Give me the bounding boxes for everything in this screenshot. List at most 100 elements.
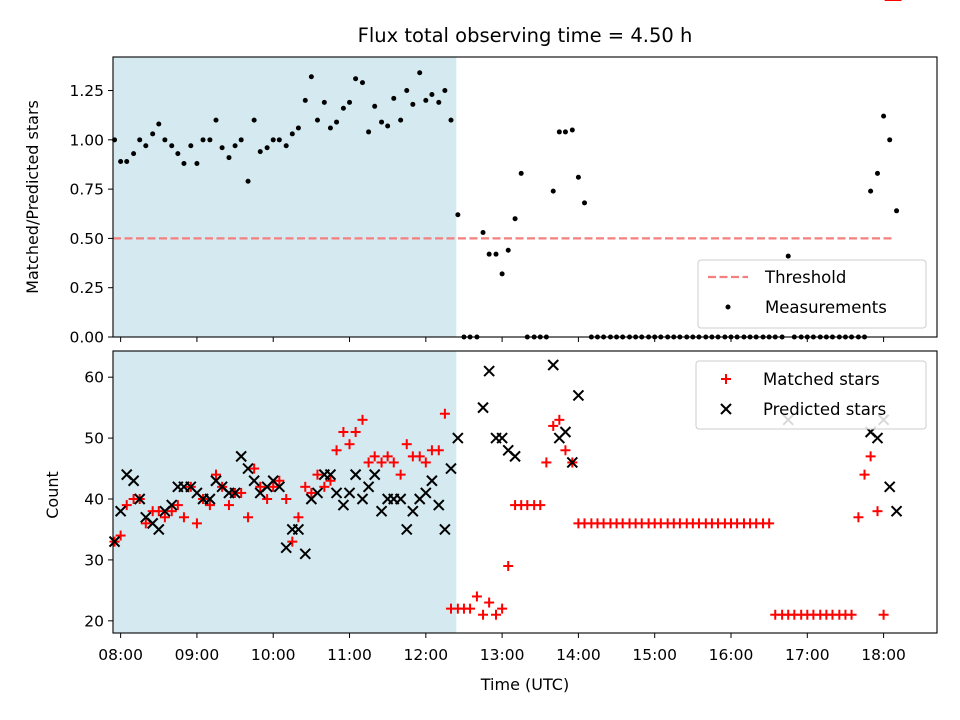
measurement-point: [480, 229, 486, 235]
matched-star-point: [369, 451, 380, 462]
matched-star-point: [249, 463, 260, 474]
predicted-star-point: [871, 432, 884, 444]
legend-predicted-label: Predicted stars: [763, 400, 886, 419]
matched-star-point: [846, 609, 857, 620]
measurement-point: [131, 151, 137, 157]
top-y-ticks: 0.00 0.25 0.50 0.75 1.00 1.25: [69, 82, 113, 347]
measurement-point: [499, 271, 505, 277]
matched-star-point: [541, 457, 552, 468]
matched-star-point: [331, 445, 342, 456]
measurement-point: [575, 174, 581, 180]
predicted-star-point: [547, 359, 559, 371]
x-tick-label: 17:00: [785, 646, 830, 664]
measurement-point: [436, 99, 442, 105]
bottom-panel: 20 30 40 50 60 08:00 09:00 10:00 11:00 12:00 13:0…: [43, 0, 938, 694]
matched-stars-points: [109, 0, 902, 620]
matched-star-point: [281, 494, 292, 505]
matched-star-point: [306, 487, 317, 498]
matched-star-point: [115, 530, 126, 541]
x-tick-label: 09:00: [175, 646, 220, 664]
measurement-point: [894, 208, 900, 214]
measurement-point: [169, 143, 175, 149]
measurement-point: [785, 253, 791, 259]
matched-star-point: [503, 561, 514, 572]
bottom-y-ticks: 20 30 40 50 60: [84, 369, 113, 630]
top-panel: 0.00 0.25 0.50 0.75 1.00 1.25 Matched/Predict…: [23, 56, 938, 347]
predicted-star-point: [311, 487, 324, 499]
predicted-star-point: [566, 456, 579, 469]
predicted-star-point: [153, 523, 165, 536]
matched-star-point: [420, 457, 431, 468]
matched-star-point: [223, 500, 234, 511]
legend-plus-marker: [721, 374, 731, 384]
predicted-star-point: [229, 487, 241, 499]
predicted-star-point: [890, 505, 903, 517]
measurement-point: [162, 137, 168, 143]
bottom-legend: Matched stars Predicted stars: [695, 360, 927, 430]
matched-star-point: [153, 506, 164, 517]
matched-star-point: [878, 609, 889, 620]
measurement-point: [582, 200, 588, 206]
predicted-star-point: [248, 475, 260, 487]
measurement-point: [353, 76, 359, 82]
measurement-point: [887, 137, 893, 143]
predicted-star-point: [426, 475, 438, 487]
y-tick-label: 1.25: [69, 82, 104, 100]
predicted-star-point: [349, 468, 362, 481]
measurement-point: [276, 137, 282, 143]
x-tick-label: 13:00: [480, 646, 525, 664]
measurement-point: [175, 151, 181, 157]
measurement-point: [226, 155, 232, 161]
measurement-point: [410, 101, 416, 107]
measurement-point: [486, 251, 492, 257]
measurement-point: [391, 95, 397, 101]
measurement-point: [874, 170, 880, 176]
matched-star-point: [376, 457, 387, 468]
matched-star-point: [764, 518, 775, 529]
predicted-star-point: [324, 468, 337, 481]
measurement-point: [200, 137, 206, 143]
matched-star-point: [178, 512, 189, 523]
predicted-star-point: [375, 505, 388, 517]
matched-star-point: [859, 469, 870, 480]
measurement-point: [137, 137, 143, 143]
y-tick-label: 1.00: [69, 131, 104, 149]
predicted-star-point: [204, 493, 216, 505]
predicted-star-point: [235, 450, 247, 463]
predicted-star-point: [273, 481, 286, 493]
bottom-observing-window: [113, 351, 457, 633]
x-tick-label: 18:00: [861, 646, 906, 664]
matched-star-point: [357, 414, 368, 425]
matched-star-point: [293, 512, 304, 523]
predicted-star-point: [166, 499, 178, 511]
matched-star-point: [853, 512, 864, 523]
matched-star-point: [535, 500, 546, 511]
bottom-legend-box: [695, 360, 927, 430]
matched-star-point: [319, 481, 330, 492]
measurement-point: [118, 159, 124, 165]
measurement-point: [562, 129, 568, 135]
measurement-point: [314, 117, 320, 123]
predicted-star-point: [330, 487, 343, 499]
measurement-point: [455, 212, 461, 218]
bottom-x-ticks: 08:00 09:00 10:00 11:00 12:00 13:00 14:00 15:00…: [98, 633, 906, 664]
measurement-point: [188, 143, 194, 149]
predicted-star-point: [114, 505, 127, 517]
y-tick-label: 60: [84, 369, 104, 387]
legend-predicted-swatch: [720, 403, 732, 415]
matched-star-point: [191, 518, 202, 529]
predicted-star-point: [883, 481, 896, 493]
matched-star-point: [312, 469, 323, 480]
matched-star-point: [414, 451, 425, 462]
predicted-star-point: [477, 401, 489, 414]
measurement-point: [505, 247, 511, 253]
measurement-point: [379, 119, 385, 125]
top-legend-box: [697, 259, 927, 329]
top-x-ticks: [120, 337, 885, 342]
measurement-point: [556, 129, 562, 135]
measurement-point: [398, 117, 404, 123]
y-tick-label: 0.75: [69, 181, 104, 199]
matched-star-point: [211, 469, 221, 480]
measurement-point: [372, 103, 378, 109]
top-observing-window: [113, 57, 457, 337]
